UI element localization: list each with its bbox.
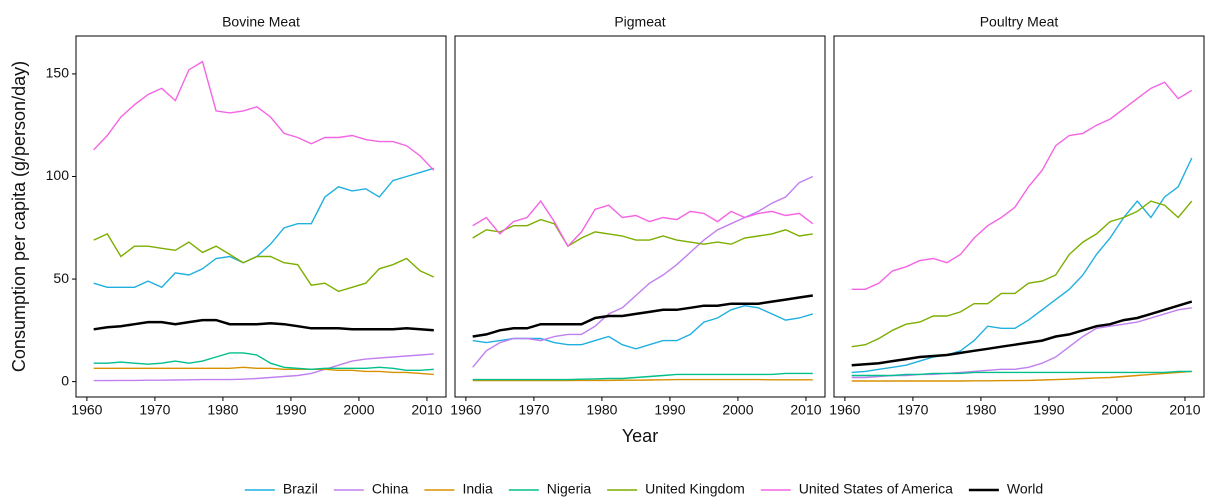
x-tick-label: 1990 <box>275 402 306 418</box>
x-tick-label: 2000 <box>1101 402 1132 418</box>
x-tick-label: 2000 <box>722 402 753 418</box>
panel-title: Bovine Meat <box>222 14 300 30</box>
x-tick-label: 1980 <box>965 402 996 418</box>
series-line <box>851 370 1192 377</box>
series-line <box>851 81 1193 290</box>
panel-border <box>454 35 826 398</box>
x-tick-label: 2010 <box>411 402 442 418</box>
x-tick-label: 1960 <box>71 402 102 418</box>
y-tick-label: 0 <box>61 372 69 388</box>
legend-label: Nigeria <box>547 481 592 497</box>
x-tick-label: 1970 <box>518 402 549 418</box>
legend-label: Brazil <box>283 481 318 497</box>
x-tick-label: 1970 <box>897 402 928 418</box>
y-tick-label: 50 <box>53 270 69 286</box>
legend-label: United Kingdom <box>645 481 745 497</box>
x-tick-label: 2010 <box>790 402 821 418</box>
series-line <box>851 157 1193 374</box>
y-tick-label: 150 <box>46 65 70 81</box>
series-line <box>472 372 813 381</box>
x-tick-label: 1970 <box>139 402 170 418</box>
series-line <box>93 318 434 332</box>
series-line <box>472 175 814 368</box>
x-tick-label: 1960 <box>829 402 860 418</box>
legend-label: World <box>1007 481 1043 497</box>
legend-label: India <box>462 481 493 497</box>
panel-border <box>833 35 1205 398</box>
legend-label: China <box>372 481 409 497</box>
series-line <box>472 218 813 248</box>
series-line <box>93 353 434 382</box>
series-line <box>93 60 435 171</box>
series-line <box>93 233 435 293</box>
series-line <box>472 199 814 248</box>
legend-label: United States of America <box>799 481 953 497</box>
x-tick-label: 1990 <box>654 402 685 418</box>
x-tick-label: 2010 <box>1169 402 1200 418</box>
x-axis-label: Year <box>622 426 658 446</box>
x-tick-label: 2000 <box>343 402 374 418</box>
panel-title: Poultry Meat <box>980 14 1059 30</box>
series-line <box>93 167 435 289</box>
series-line <box>93 352 434 371</box>
panel-title: Pigmeat <box>614 14 665 30</box>
series-line <box>472 294 813 338</box>
series-line <box>851 307 1192 379</box>
series-line <box>851 200 1193 348</box>
y-tick-label: 100 <box>46 167 70 183</box>
x-tick-label: 1960 <box>450 402 481 418</box>
series-line <box>851 300 1193 367</box>
series-line <box>472 378 813 382</box>
panel-border <box>75 35 447 398</box>
series-line <box>851 370 1192 382</box>
x-tick-label: 1980 <box>586 402 617 418</box>
x-tick-label: 1980 <box>207 402 238 418</box>
x-tick-label: 1990 <box>1033 402 1064 418</box>
y-axis-label: Consumption per capita (g/person/day) <box>9 61 29 372</box>
series-line <box>93 366 434 376</box>
